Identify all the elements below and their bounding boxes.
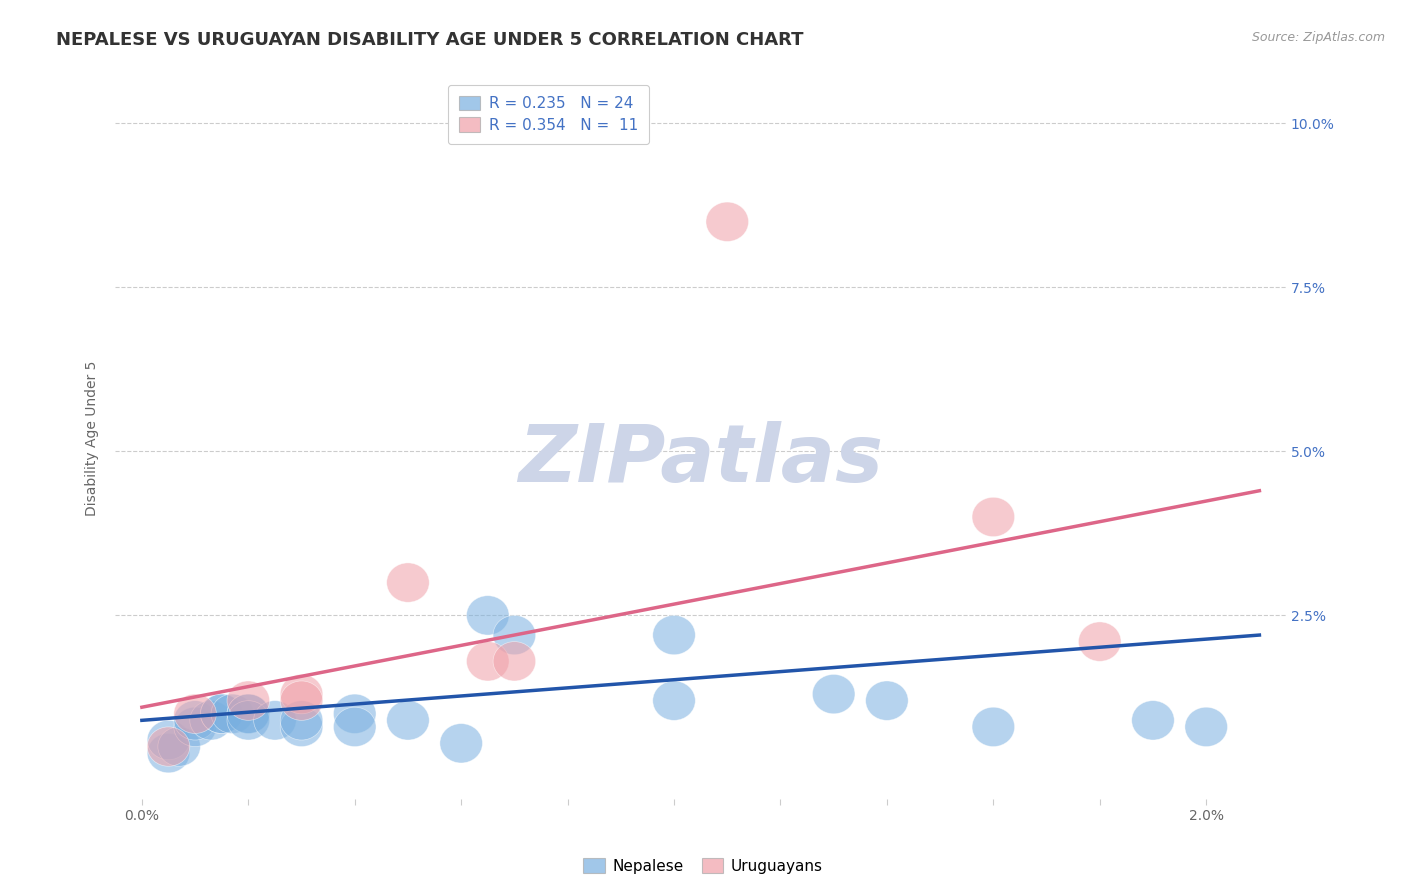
Ellipse shape [972,707,1015,747]
Ellipse shape [652,681,696,721]
Ellipse shape [201,694,243,733]
Ellipse shape [280,700,323,740]
Ellipse shape [148,721,190,760]
Ellipse shape [174,707,217,747]
Ellipse shape [280,707,323,747]
Ellipse shape [387,700,429,740]
Ellipse shape [972,498,1015,537]
Ellipse shape [226,700,270,740]
Ellipse shape [1078,622,1121,661]
Ellipse shape [333,707,375,747]
Ellipse shape [652,615,696,655]
Ellipse shape [813,674,855,714]
Legend: Nepalese, Uruguayans: Nepalese, Uruguayans [576,852,830,880]
Ellipse shape [440,723,482,763]
Ellipse shape [190,700,232,740]
Ellipse shape [467,596,509,635]
Ellipse shape [494,641,536,681]
Ellipse shape [706,202,748,242]
Ellipse shape [1185,707,1227,747]
Ellipse shape [148,733,190,772]
Legend: R = 0.235   N = 24, R = 0.354   N =  11: R = 0.235 N = 24, R = 0.354 N = 11 [449,85,650,144]
Ellipse shape [174,700,217,740]
Ellipse shape [226,681,270,721]
Ellipse shape [174,694,217,733]
Ellipse shape [387,563,429,602]
Ellipse shape [866,681,908,721]
Ellipse shape [467,641,509,681]
Ellipse shape [157,727,201,766]
Text: Source: ZipAtlas.com: Source: ZipAtlas.com [1251,31,1385,45]
Ellipse shape [333,694,375,733]
Ellipse shape [280,681,323,721]
Ellipse shape [148,727,190,766]
Ellipse shape [494,615,536,655]
Ellipse shape [280,674,323,714]
Ellipse shape [226,694,270,733]
Ellipse shape [211,694,253,733]
Text: NEPALESE VS URUGUAYAN DISABILITY AGE UNDER 5 CORRELATION CHART: NEPALESE VS URUGUAYAN DISABILITY AGE UND… [56,31,804,49]
Y-axis label: Disability Age Under 5: Disability Age Under 5 [86,360,100,516]
Ellipse shape [253,700,297,740]
Text: ZIPatlas: ZIPatlas [519,421,883,499]
Ellipse shape [1132,700,1174,740]
Ellipse shape [226,694,270,733]
Ellipse shape [201,694,243,733]
